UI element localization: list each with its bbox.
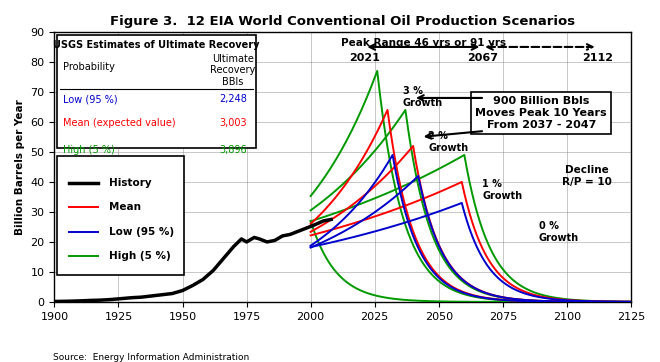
Text: Ultimate
Recovery
BBls: Ultimate Recovery BBls — [211, 54, 255, 87]
Text: Probability: Probability — [63, 62, 115, 72]
Text: 900 Billion Bbls
Moves Peak 10 Years
From 2037 - 2047: 900 Billion Bbls Moves Peak 10 Years Fro… — [475, 96, 607, 130]
Text: 2,248: 2,248 — [219, 94, 247, 104]
Text: Decline
R/P = 10: Decline R/P = 10 — [562, 165, 612, 187]
Text: 3,003: 3,003 — [219, 118, 247, 129]
FancyBboxPatch shape — [57, 35, 256, 148]
Text: 2021: 2021 — [349, 53, 380, 63]
Text: Peak Range 46 yrs or 91 yrs: Peak Range 46 yrs or 91 yrs — [341, 38, 506, 48]
Text: USGS Estimates of Ultimate Recovery: USGS Estimates of Ultimate Recovery — [53, 40, 260, 50]
Text: 2 %
Growth: 2 % Growth — [428, 131, 469, 152]
Text: 3,896: 3,896 — [219, 145, 247, 155]
FancyBboxPatch shape — [57, 156, 184, 275]
Text: History: History — [109, 178, 152, 188]
Text: Low (95 %): Low (95 %) — [63, 94, 117, 104]
Text: 1 %
Growth: 1 % Growth — [482, 179, 523, 201]
Y-axis label: Billion Barrels per Year: Billion Barrels per Year — [15, 99, 25, 235]
Text: 2067: 2067 — [467, 53, 498, 63]
Text: High (5 %): High (5 %) — [63, 145, 115, 155]
Text: 2112: 2112 — [582, 53, 613, 63]
Text: Low (95 %): Low (95 %) — [109, 227, 174, 237]
Text: High (5 %): High (5 %) — [109, 251, 171, 261]
Text: 0 %
Growth: 0 % Growth — [539, 221, 579, 243]
Text: Source:  Energy Information Administration: Source: Energy Information Administratio… — [53, 353, 249, 362]
Title: Figure 3.  12 EIA World Conventional Oil Production Scenarios: Figure 3. 12 EIA World Conventional Oil … — [110, 15, 576, 28]
Text: 3 %
Growth: 3 % Growth — [403, 86, 443, 108]
Text: Mean (expected value): Mean (expected value) — [63, 118, 176, 129]
Text: Mean: Mean — [109, 202, 141, 212]
